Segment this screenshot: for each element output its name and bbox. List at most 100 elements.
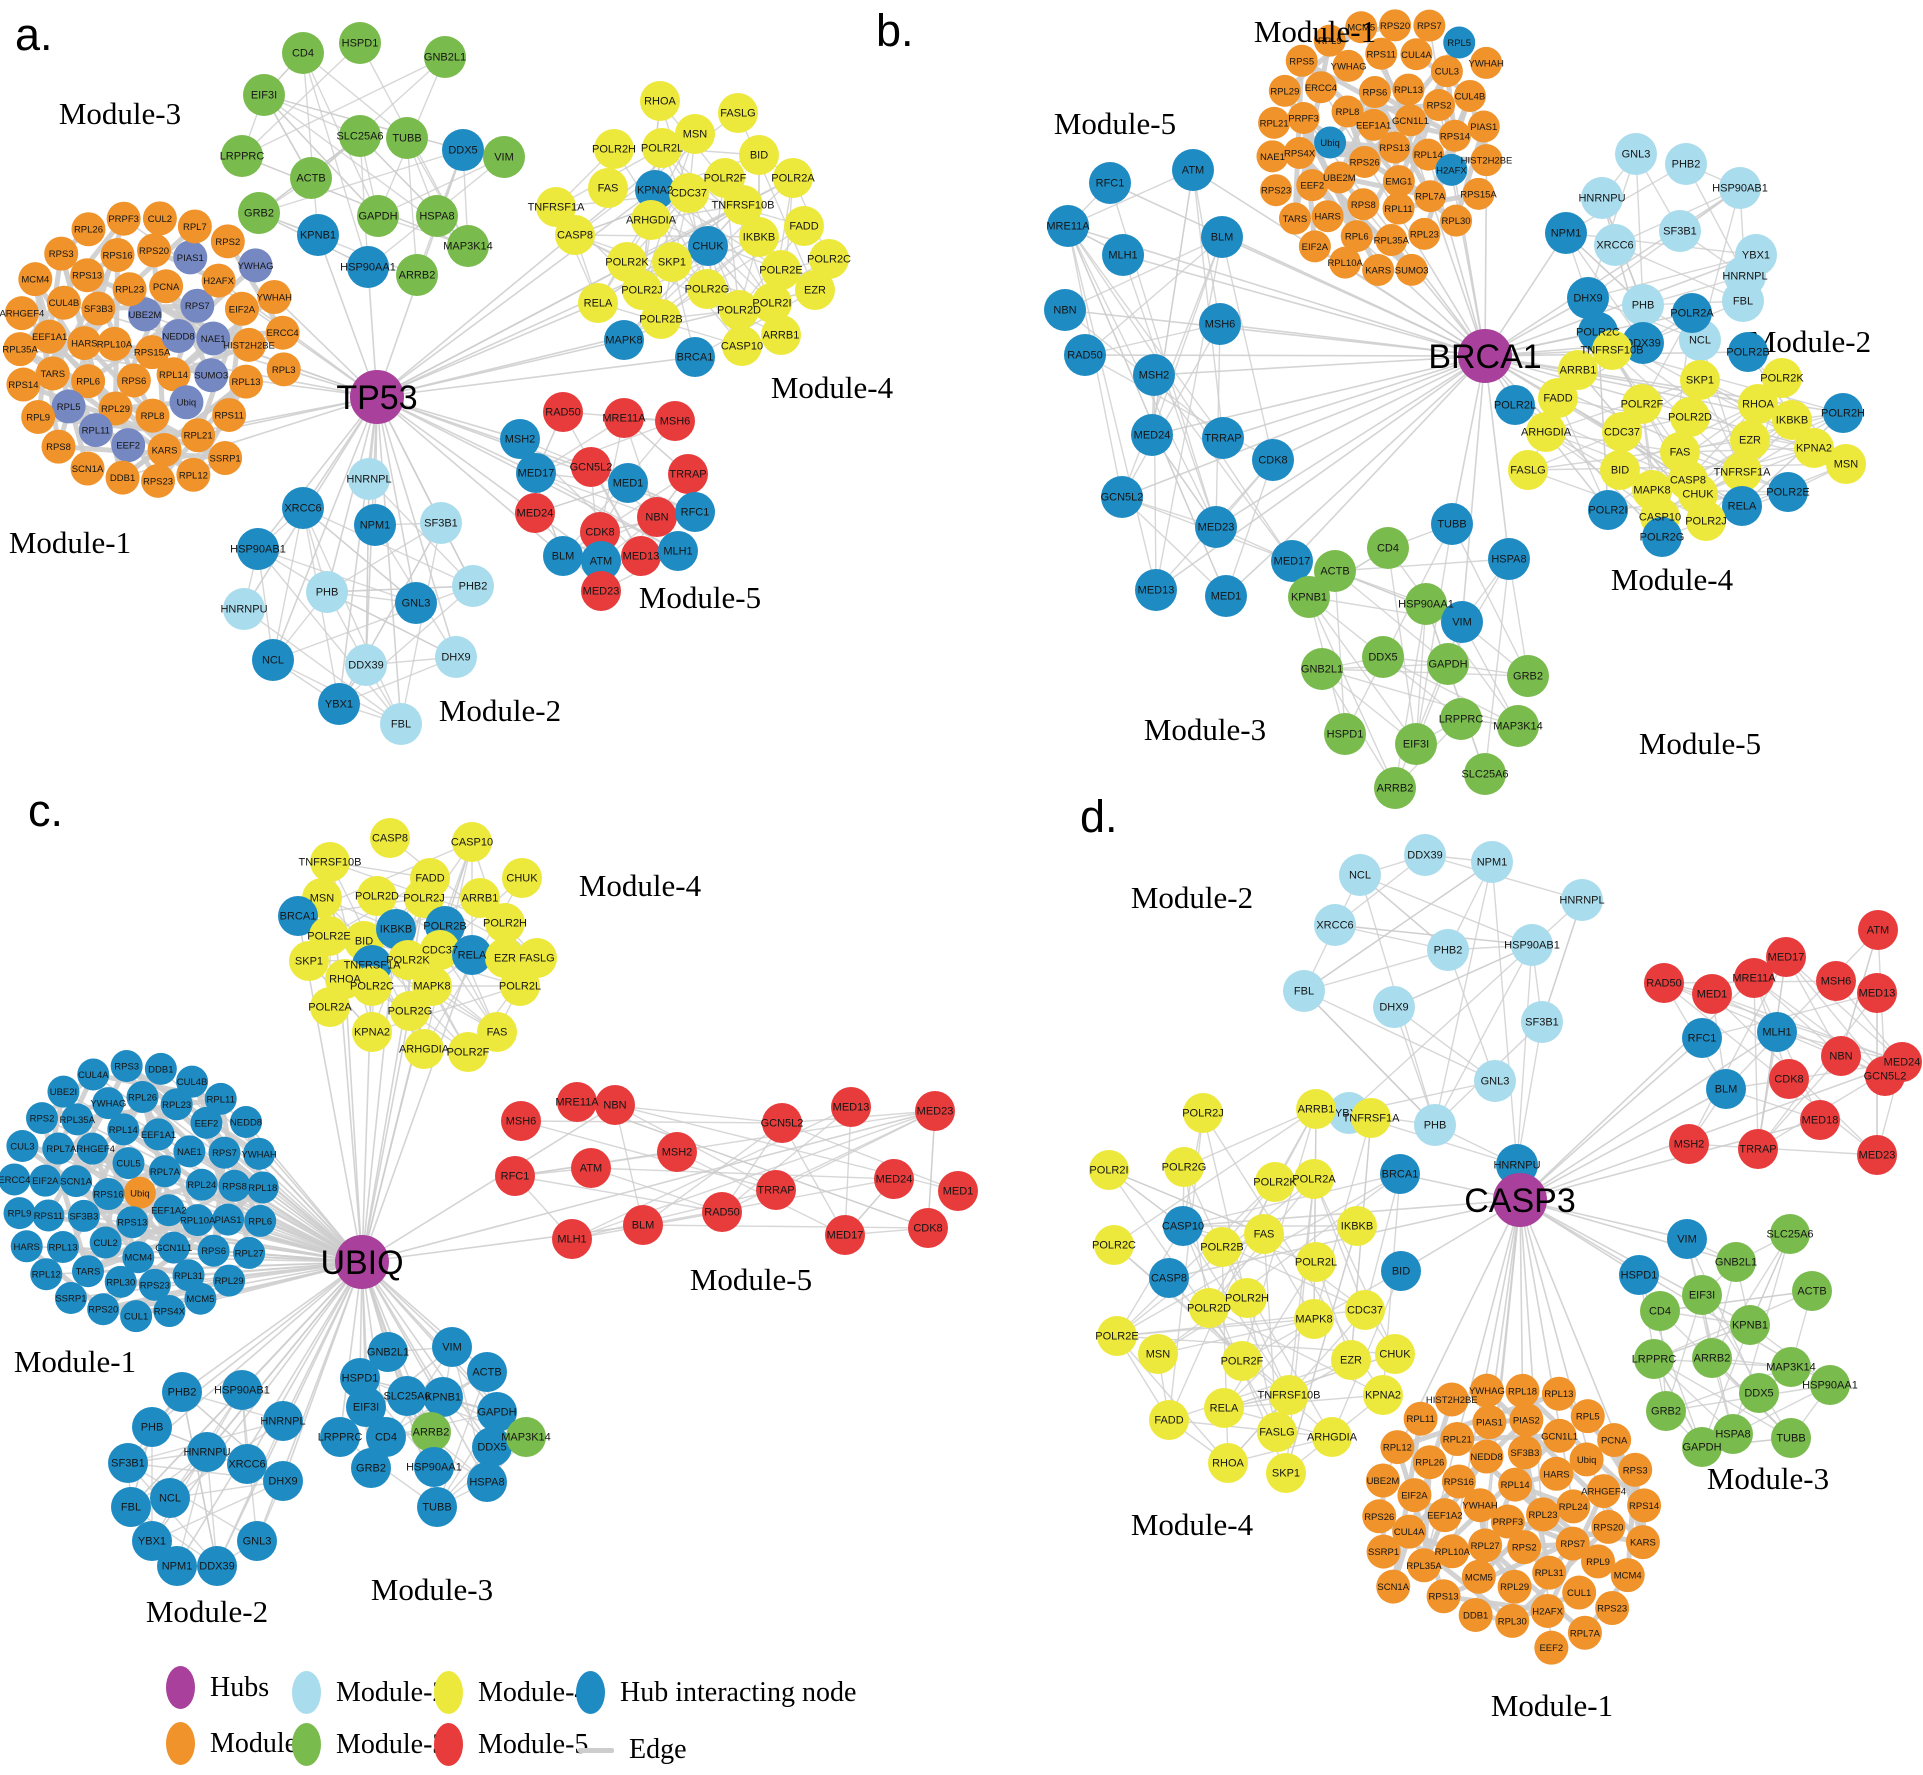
node-label-RPS8: RPS8: [222, 1181, 247, 1192]
module-title-b-module-1: Module-1: [1254, 14, 1376, 49]
hub-edge: [361, 1224, 644, 1263]
node-MSH6: [1199, 303, 1241, 345]
node-label-EEF2: EEF2: [1300, 181, 1324, 192]
hub-edge: [376, 245, 709, 398]
node-label-FASLG: FASLG: [1510, 465, 1545, 477]
node-label-MSH6: MSH6: [1821, 976, 1852, 988]
node-label-EIF2A: EIF2A: [1401, 1491, 1428, 1502]
node-label-EEF1A1: EEF1A1: [141, 1130, 176, 1141]
node-label-RAD50: RAD50: [1646, 978, 1681, 990]
node-label-CASP8: CASP8: [372, 833, 408, 845]
edge: [576, 1101, 929, 1229]
node-EEF1A1: [32, 319, 67, 354]
node-label-TNFRSF1A: TNFRSF1A: [1343, 1113, 1401, 1125]
edge: [1067, 225, 1157, 591]
node-CUL3: [6, 1130, 39, 1163]
node-label-POLR2D: POLR2D: [1187, 1303, 1231, 1315]
node-label-RPL11: RPL11: [1406, 1414, 1434, 1425]
node-label-EEF2: EEF2: [116, 441, 140, 452]
node-RPL3: [266, 352, 301, 387]
hub-edge: [339, 1261, 363, 1438]
node-SCN1A: [60, 1165, 93, 1198]
node-label-SLC25A6: SLC25A6: [1766, 1229, 1813, 1241]
node-GCN5L2: [571, 447, 611, 487]
node-label-CDK8: CDK8: [913, 1223, 942, 1235]
node-CDC37: [669, 173, 709, 213]
node-H2AFX: [1435, 153, 1468, 186]
node-POLR2E: [1768, 472, 1808, 512]
node-label-PCNA: PCNA: [153, 282, 180, 293]
node-label-ATM: ATM: [1182, 165, 1204, 177]
node-label-RPS3: RPS3: [114, 1062, 139, 1073]
node-RPL10A: [97, 326, 132, 361]
edge: [781, 1122, 959, 1192]
node-RPL35A: [1375, 224, 1408, 257]
hub-edge: [376, 396, 602, 562]
node-label-HNRNPL: HNRNPL: [1559, 895, 1604, 907]
node-label-FAS: FAS: [598, 183, 619, 195]
node-RPL14: [156, 357, 191, 392]
node-label-ACTB: ACTB: [296, 173, 325, 185]
node-EZR: [1730, 420, 1770, 460]
node-label-TRRAP: TRRAP: [1204, 433, 1241, 445]
node-label-RPL26: RPL26: [74, 225, 103, 236]
node-label-MED24: MED24: [876, 1174, 913, 1186]
node-RPS5: [1285, 44, 1318, 77]
hub-edge: [376, 396, 457, 658]
node-label-CDK8: CDK8: [1774, 1074, 1803, 1086]
node-MED13: [621, 536, 661, 576]
node-SUMO3: [1395, 253, 1428, 286]
node-label-SLC25A6: SLC25A6: [383, 1391, 430, 1403]
node-label-RPL12: RPL12: [179, 470, 208, 481]
node-label-ATM: ATM: [1867, 925, 1889, 937]
hub-edge: [376, 396, 417, 604]
node-label-SF3B1: SF3B1: [111, 1458, 145, 1470]
node-label-GRB2: GRB2: [356, 1463, 386, 1475]
node-MED24: [1131, 414, 1173, 456]
node-BID: [739, 135, 779, 175]
node-YWHAH: [257, 280, 292, 315]
node-label-RPL14: RPL14: [159, 370, 188, 381]
hub-edge: [1219, 323, 1486, 357]
node-label-KPNB1: KPNB1: [1732, 1320, 1768, 1332]
node-label-YWHAG: YWHAG: [90, 1099, 126, 1110]
hub-edge: [1122, 254, 1486, 357]
node-label-MED18: MED18: [1802, 1115, 1839, 1127]
node-CUL4B: [176, 1065, 209, 1098]
edge: [1453, 125, 1487, 222]
node-GRB2: [1507, 655, 1549, 697]
node-label-RPS13: RPS13: [117, 1218, 147, 1229]
node-label-RPL29: RPL29: [215, 1276, 244, 1287]
node-label-RPS14: RPS14: [8, 380, 38, 391]
node-label-SSRP1: SSRP1: [210, 453, 241, 464]
node-KARS: [147, 432, 182, 467]
node-label-POLR2G: POLR2G: [388, 1006, 433, 1018]
node-label-MED23: MED23: [917, 1106, 954, 1118]
node-EEF2: [190, 1106, 223, 1139]
node-label-SKP1: SKP1: [1686, 375, 1714, 387]
node-label-POLR2C: POLR2C: [1092, 1240, 1136, 1252]
node-label-GCN5L2: GCN5L2: [761, 1118, 804, 1130]
node-label-SKP1: SKP1: [1272, 1468, 1300, 1480]
node-label-RPS16: RPS16: [102, 250, 132, 261]
node-label-NCL: NCL: [1689, 335, 1711, 347]
node-label-MCM4: MCM4: [124, 1253, 152, 1264]
node-DDB1: [144, 1052, 177, 1085]
node-label-POLR2G: POLR2G: [1640, 532, 1685, 544]
node-label-ERCC4: ERCC4: [267, 328, 299, 339]
node-label-RPL13: RPL13: [1394, 85, 1423, 96]
node-label-TRRAP: TRRAP: [669, 469, 706, 481]
edge: [571, 1189, 777, 1240]
node-label-MED1: MED1: [1697, 989, 1728, 1001]
node-label-XRCC6: XRCC6: [1316, 920, 1353, 932]
node-MED24: [515, 493, 555, 533]
node-FASLG: [718, 93, 758, 133]
node-label-CD4: CD4: [1649, 1306, 1671, 1318]
node-label-POLR2B: POLR2B: [1726, 347, 1769, 359]
node-RPS2: [210, 224, 245, 259]
node-label-PHB2: PHB2: [459, 581, 488, 593]
node-label-HIST2H2BE: HIST2H2BE: [223, 340, 275, 351]
node-label-POLR2H: POLR2H: [592, 144, 636, 156]
node-RPL29: [1268, 74, 1301, 107]
node-label-POLR2F: POLR2F: [447, 1047, 490, 1059]
